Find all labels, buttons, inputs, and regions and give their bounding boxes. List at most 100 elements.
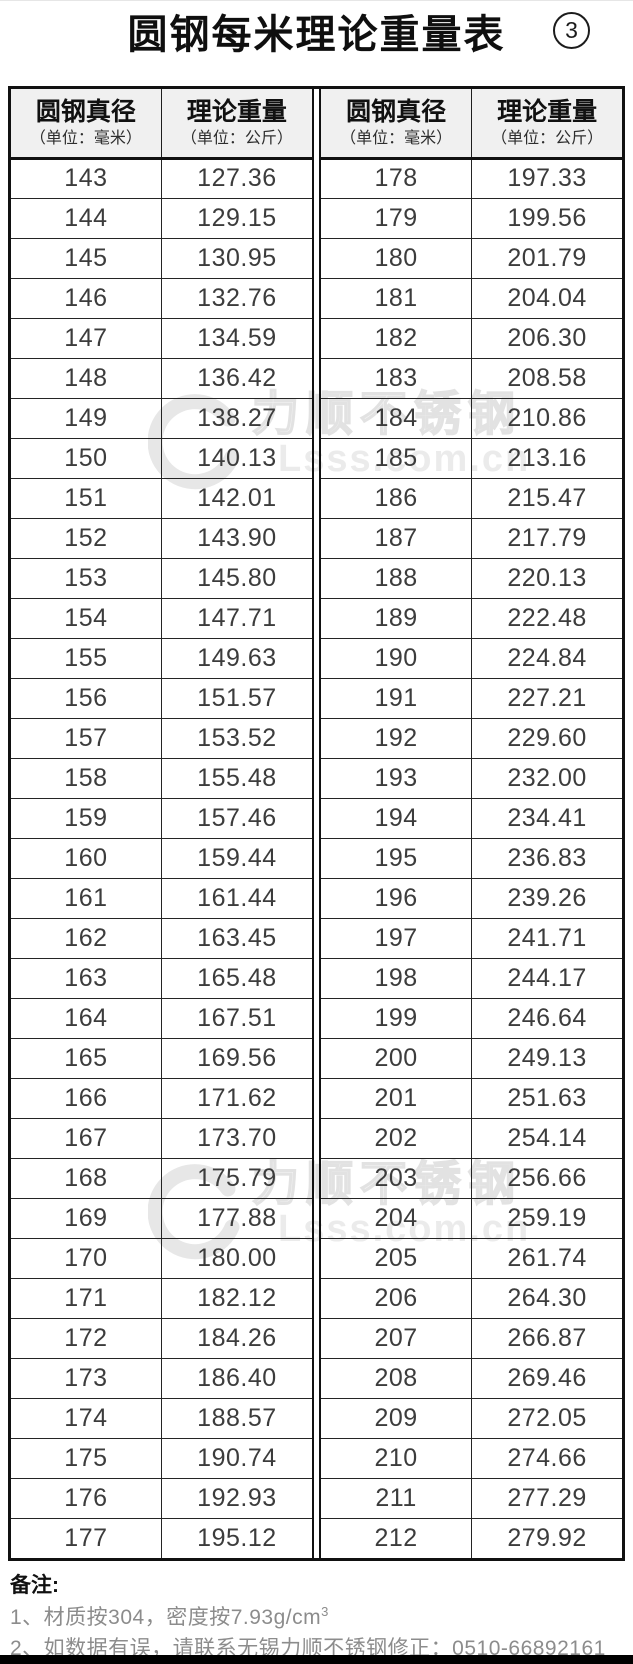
weight-cell: 188.57 xyxy=(160,1397,313,1439)
diameter-cell: 191 xyxy=(320,677,473,719)
weight-cell: 246.64 xyxy=(471,997,622,1039)
diameter-cell: 208 xyxy=(320,1357,473,1399)
table-row: 175 190.74 xyxy=(11,1437,313,1479)
diameter-cell: 154 xyxy=(11,597,162,639)
diameter-header-label: 圆钢真径 xyxy=(346,98,447,127)
diameter-header-unit: （单位：毫米） xyxy=(29,129,142,147)
weight-cell: 217.79 xyxy=(471,517,622,559)
weight-cell: 220.13 xyxy=(471,557,622,599)
table-row: 143 127.36 xyxy=(11,158,313,199)
weight-cell: 171.62 xyxy=(160,1077,313,1119)
table-row: 144 129.15 xyxy=(11,197,313,239)
diameter-cell: 212 xyxy=(320,1517,473,1558)
table-row: 187 217.79 xyxy=(320,517,622,559)
diameter-cell: 210 xyxy=(320,1437,473,1479)
diameter-cell: 184 xyxy=(320,397,473,439)
diameter-cell: 143 xyxy=(11,158,162,199)
note-line-2: 2、如数据有误，请联系无锡力顺不锈钢修正：0510-66892161 xyxy=(10,1637,606,1661)
diameter-cell: 158 xyxy=(11,757,162,799)
weight-cell: 180.00 xyxy=(160,1237,313,1279)
diameter-cell: 151 xyxy=(11,477,162,519)
weight-cell: 130.95 xyxy=(160,237,313,279)
diameter-cell: 150 xyxy=(11,437,162,479)
diameter-cell: 153 xyxy=(11,557,162,599)
table-row: 158 155.48 xyxy=(11,757,313,799)
table-row: 162 163.45 xyxy=(11,917,313,959)
diameter-cell: 206 xyxy=(320,1277,473,1319)
diameter-cell: 163 xyxy=(11,957,162,999)
table-row: 182 206.30 xyxy=(320,317,622,359)
table-row: 190 224.84 xyxy=(320,637,622,679)
table-row: 149 138.27 xyxy=(11,397,313,439)
weight-cell: 272.05 xyxy=(471,1397,622,1439)
table-row: 206 264.30 xyxy=(320,1277,622,1319)
title-row: 圆钢每米理论重量表 3 xyxy=(0,1,633,79)
table-row: 177 195.12 xyxy=(11,1517,313,1558)
diameter-cell: 170 xyxy=(11,1237,162,1279)
table-row: 176 192.93 xyxy=(11,1477,313,1519)
diameter-cell: 159 xyxy=(11,797,162,839)
weight-cell: 279.92 xyxy=(471,1517,622,1558)
left-table-body: 143 127.36 144 129.15 145 130.95 146 132.76 147 1… xyxy=(11,158,313,1558)
weight-cell: 153.52 xyxy=(160,717,313,759)
table-row: 194 234.41 xyxy=(320,797,622,839)
weight-cell: 151.57 xyxy=(160,677,313,719)
weight-cell: 229.60 xyxy=(471,717,622,759)
weight-table: 圆钢真径 （单位：毫米） 理论重量 （单位：公斤） 143 127.36 144 12… xyxy=(8,86,625,1561)
diameter-cell: 167 xyxy=(11,1117,162,1159)
weight-cell: 186.40 xyxy=(160,1357,313,1399)
table-row: 155 149.63 xyxy=(11,637,313,679)
weight-cell: 182.12 xyxy=(160,1277,313,1319)
diameter-cell: 187 xyxy=(320,517,473,559)
diameter-cell: 173 xyxy=(11,1357,162,1399)
weight-header-label: 理论重量 xyxy=(497,98,598,127)
diameter-cell: 198 xyxy=(320,957,473,999)
diameter-cell: 203 xyxy=(320,1157,473,1199)
weight-cell: 277.29 xyxy=(471,1477,622,1519)
table-row: 165 169.56 xyxy=(11,1037,313,1079)
diameter-cell: 165 xyxy=(11,1037,162,1079)
weight-cell: 163.45 xyxy=(160,917,313,959)
superscript-3: 3 xyxy=(321,1604,329,1620)
table-row: 156 151.57 xyxy=(11,677,313,719)
diameter-cell: 171 xyxy=(11,1277,162,1319)
table-row: 185 213.16 xyxy=(320,437,622,479)
weight-cell: 136.42 xyxy=(160,357,313,399)
diameter-cell: 185 xyxy=(320,437,473,479)
weight-cell: 241.71 xyxy=(471,917,622,959)
table-row: 184 210.86 xyxy=(320,397,622,439)
weight-header-cell: 理论重量 （单位：公斤） xyxy=(471,89,622,160)
table-row: 171 182.12 xyxy=(11,1277,313,1319)
weight-cell: 239.26 xyxy=(471,877,622,919)
table-row: 154 147.71 xyxy=(11,597,313,639)
table-row: 207 266.87 xyxy=(320,1317,622,1359)
table-row: 201 251.63 xyxy=(320,1077,622,1119)
weight-cell: 127.36 xyxy=(160,158,313,199)
table-row: 198 244.17 xyxy=(320,957,622,999)
weight-cell: 213.16 xyxy=(471,437,622,479)
table-row: 211 277.29 xyxy=(320,1477,622,1519)
diameter-cell: 176 xyxy=(11,1477,162,1519)
table-row: 200 249.13 xyxy=(320,1037,622,1079)
weight-cell: 195.12 xyxy=(160,1517,313,1558)
diameter-cell: 205 xyxy=(320,1237,473,1279)
diameter-cell: 179 xyxy=(320,197,473,239)
table-row: 204 259.19 xyxy=(320,1197,622,1239)
table-row: 163 165.48 xyxy=(11,957,313,999)
weight-cell: 199.56 xyxy=(471,197,622,239)
diameter-cell: 209 xyxy=(320,1397,473,1439)
notes: 备注: 1、材质按304，密度按7.93g/cm3 2、如数据有误，请联系无锡力… xyxy=(10,1573,606,1662)
diameter-cell: 160 xyxy=(11,837,162,879)
weight-header-cell: 理论重量 （单位：公斤） xyxy=(160,89,313,160)
diameter-cell: 162 xyxy=(11,917,162,959)
diameter-cell: 199 xyxy=(320,997,473,1039)
weight-cell: 149.63 xyxy=(160,637,313,679)
diameter-cell: 186 xyxy=(320,477,473,519)
diameter-cell: 144 xyxy=(11,197,162,239)
page-number: 3 xyxy=(565,17,578,43)
notes-title: 备注: xyxy=(10,1574,59,1597)
table-row: 146 132.76 xyxy=(11,277,313,319)
diameter-cell: 152 xyxy=(11,517,162,559)
weight-cell: 210.86 xyxy=(471,397,622,439)
diameter-cell: 188 xyxy=(320,557,473,599)
